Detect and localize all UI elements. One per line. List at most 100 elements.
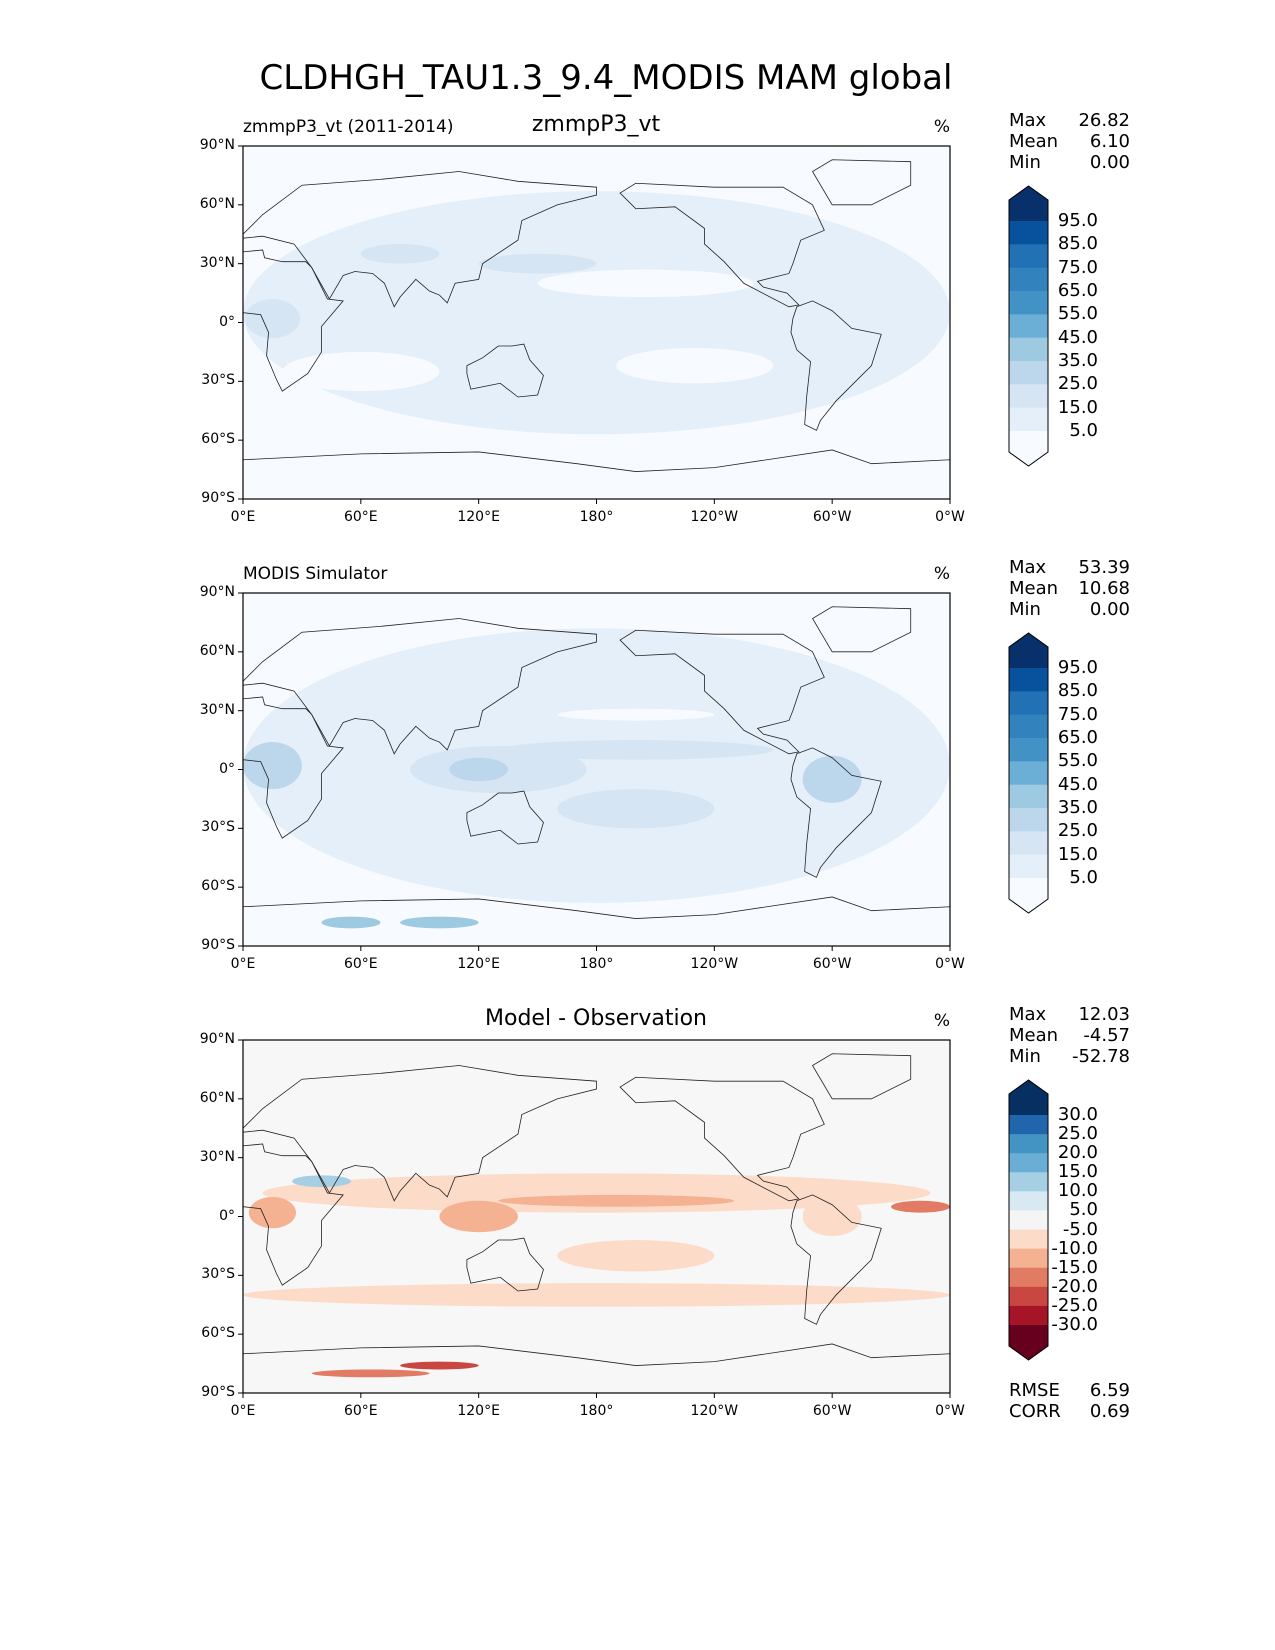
y-tick-label: 30°S bbox=[201, 819, 235, 836]
x-tick-label: 60°E bbox=[343, 509, 378, 525]
field-contour bbox=[311, 1369, 430, 1378]
y-tick-label: 60°N bbox=[199, 195, 235, 212]
colorbar-segment bbox=[1009, 1248, 1048, 1269]
stat-label: Min bbox=[1009, 599, 1041, 620]
colorbar-label: 25.0 bbox=[1057, 1123, 1098, 1145]
colorbar-label: 75.0 bbox=[1057, 703, 1098, 725]
y-tick-label: 30°N bbox=[199, 1148, 235, 1165]
panel-units: % bbox=[933, 1011, 950, 1031]
colorbar-label: 95.0 bbox=[1057, 210, 1098, 231]
field-contour bbox=[244, 298, 300, 339]
colorbar-segment bbox=[1009, 1229, 1048, 1250]
colorbar-segment bbox=[1009, 784, 1048, 809]
x-tick-label: 60°W bbox=[812, 509, 852, 525]
x-tick-label: 120°E bbox=[457, 509, 500, 525]
coastline bbox=[790, 300, 882, 431]
colorbar-label: 45.0 bbox=[1057, 773, 1098, 795]
y-tick-label: 90°S bbox=[201, 937, 235, 953]
field-contour bbox=[498, 1194, 734, 1207]
colorbar-label: -10.0 bbox=[1051, 1237, 1098, 1259]
colorbar-segment bbox=[1009, 291, 1048, 315]
y-tick-label: 0° bbox=[219, 1207, 235, 1224]
colorbar-segment bbox=[1009, 1115, 1048, 1135]
field-contour bbox=[498, 740, 774, 760]
stat-label: Mean bbox=[1009, 578, 1059, 599]
colorbar-segment bbox=[1009, 714, 1048, 739]
colorbar-segment bbox=[1009, 1305, 1048, 1326]
colorbar-label: -30.0 bbox=[1051, 1314, 1098, 1335]
coastline bbox=[790, 1194, 882, 1325]
stat-value: 10.68 bbox=[1078, 578, 1130, 599]
colorbar-extend-bottom bbox=[1009, 1325, 1048, 1360]
colorbar-segment bbox=[1009, 738, 1048, 762]
coastline bbox=[619, 182, 825, 308]
stat-value: 0.69 bbox=[1089, 1401, 1130, 1422]
stat-label: Max bbox=[1009, 110, 1047, 131]
colorbar-segment bbox=[1009, 1286, 1048, 1307]
figure-title: CLDHGH_TAU1.3_9.4_MODIS MAM global bbox=[259, 58, 953, 98]
y-tick-label: 0° bbox=[219, 313, 235, 330]
coastline bbox=[811, 159, 912, 206]
colorbar-label: 20.0 bbox=[1057, 1142, 1098, 1164]
coastline bbox=[243, 1065, 597, 1202]
stat-value: 0.00 bbox=[1089, 152, 1130, 173]
colorbar-label: 5.0 bbox=[1069, 1199, 1098, 1221]
y-tick-label: 90°S bbox=[201, 1384, 235, 1400]
panel-center-title: zmmpP3_vt bbox=[531, 112, 661, 137]
x-tick-label: 60°W bbox=[812, 956, 852, 972]
map-panel-3 bbox=[243, 1040, 950, 1393]
panel-left-title: zmmpP3_vt (2011-2014) bbox=[243, 117, 454, 137]
field-contour bbox=[449, 757, 509, 782]
coastline bbox=[466, 790, 544, 845]
colorbar-label: 10.0 bbox=[1057, 1180, 1098, 1202]
colorbar-label: 5.0 bbox=[1069, 420, 1098, 441]
field-contour bbox=[248, 1196, 297, 1229]
stat-label: RMSE bbox=[1009, 1380, 1060, 1401]
field-contour bbox=[400, 1361, 479, 1370]
colorbar-segment bbox=[1009, 1153, 1048, 1173]
y-tick-label: 60°S bbox=[201, 431, 235, 448]
x-tick-label: 0°W bbox=[935, 956, 965, 972]
coastline bbox=[790, 747, 882, 878]
colorbar-extend-bottom bbox=[1009, 431, 1048, 466]
stat-value: 53.39 bbox=[1078, 557, 1130, 578]
colorbar-extend-top bbox=[1009, 1080, 1048, 1115]
y-tick-label: 0° bbox=[219, 760, 235, 777]
colorbar-label: 25.0 bbox=[1057, 373, 1098, 395]
x-tick-label: 120°E bbox=[457, 1403, 500, 1419]
coastline bbox=[243, 696, 344, 839]
stat-value: -52.78 bbox=[1071, 1046, 1130, 1067]
x-tick-label: 0°E bbox=[230, 509, 256, 525]
colorbar-segment bbox=[1009, 1210, 1048, 1231]
colorbar-outline bbox=[1008, 632, 1049, 914]
y-tick-label: 90°N bbox=[199, 1031, 235, 1047]
x-tick-label: 120°W bbox=[690, 956, 739, 972]
colorbar-segment bbox=[1009, 407, 1048, 432]
stat-value: -4.57 bbox=[1083, 1025, 1130, 1046]
colorbar-label: 5.0 bbox=[1069, 867, 1098, 888]
stat-label: Min bbox=[1009, 1046, 1041, 1067]
map-panel-1 bbox=[243, 146, 950, 499]
coastline bbox=[243, 171, 597, 308]
panel-units: % bbox=[933, 564, 950, 584]
y-tick-label: 60°S bbox=[201, 878, 235, 895]
y-tick-label: 60°S bbox=[201, 1325, 235, 1342]
colorbar-label: 85.0 bbox=[1057, 233, 1098, 255]
coastline bbox=[811, 1053, 912, 1100]
stat-value: 6.10 bbox=[1089, 131, 1130, 152]
x-tick-label: 180° bbox=[579, 956, 614, 972]
colorbar-label: 15.0 bbox=[1057, 396, 1098, 418]
colorbar-extend-bottom bbox=[1009, 878, 1048, 913]
x-tick-label: 60°E bbox=[343, 956, 378, 972]
colorbar-segment bbox=[1009, 691, 1048, 716]
colorbar-label: 55.0 bbox=[1057, 303, 1098, 325]
colorbar-label: 30.0 bbox=[1057, 1104, 1098, 1125]
x-tick-label: 0°W bbox=[935, 1403, 965, 1419]
colorbar-segment bbox=[1009, 1191, 1048, 1211]
colorbar-label: -5.0 bbox=[1062, 1218, 1098, 1240]
field-contour bbox=[557, 708, 715, 721]
colorbar-segment bbox=[1009, 668, 1048, 692]
colorbar-segment bbox=[1009, 314, 1048, 339]
colorbar-segment bbox=[1009, 761, 1048, 786]
stat-label: Mean bbox=[1009, 1025, 1059, 1046]
